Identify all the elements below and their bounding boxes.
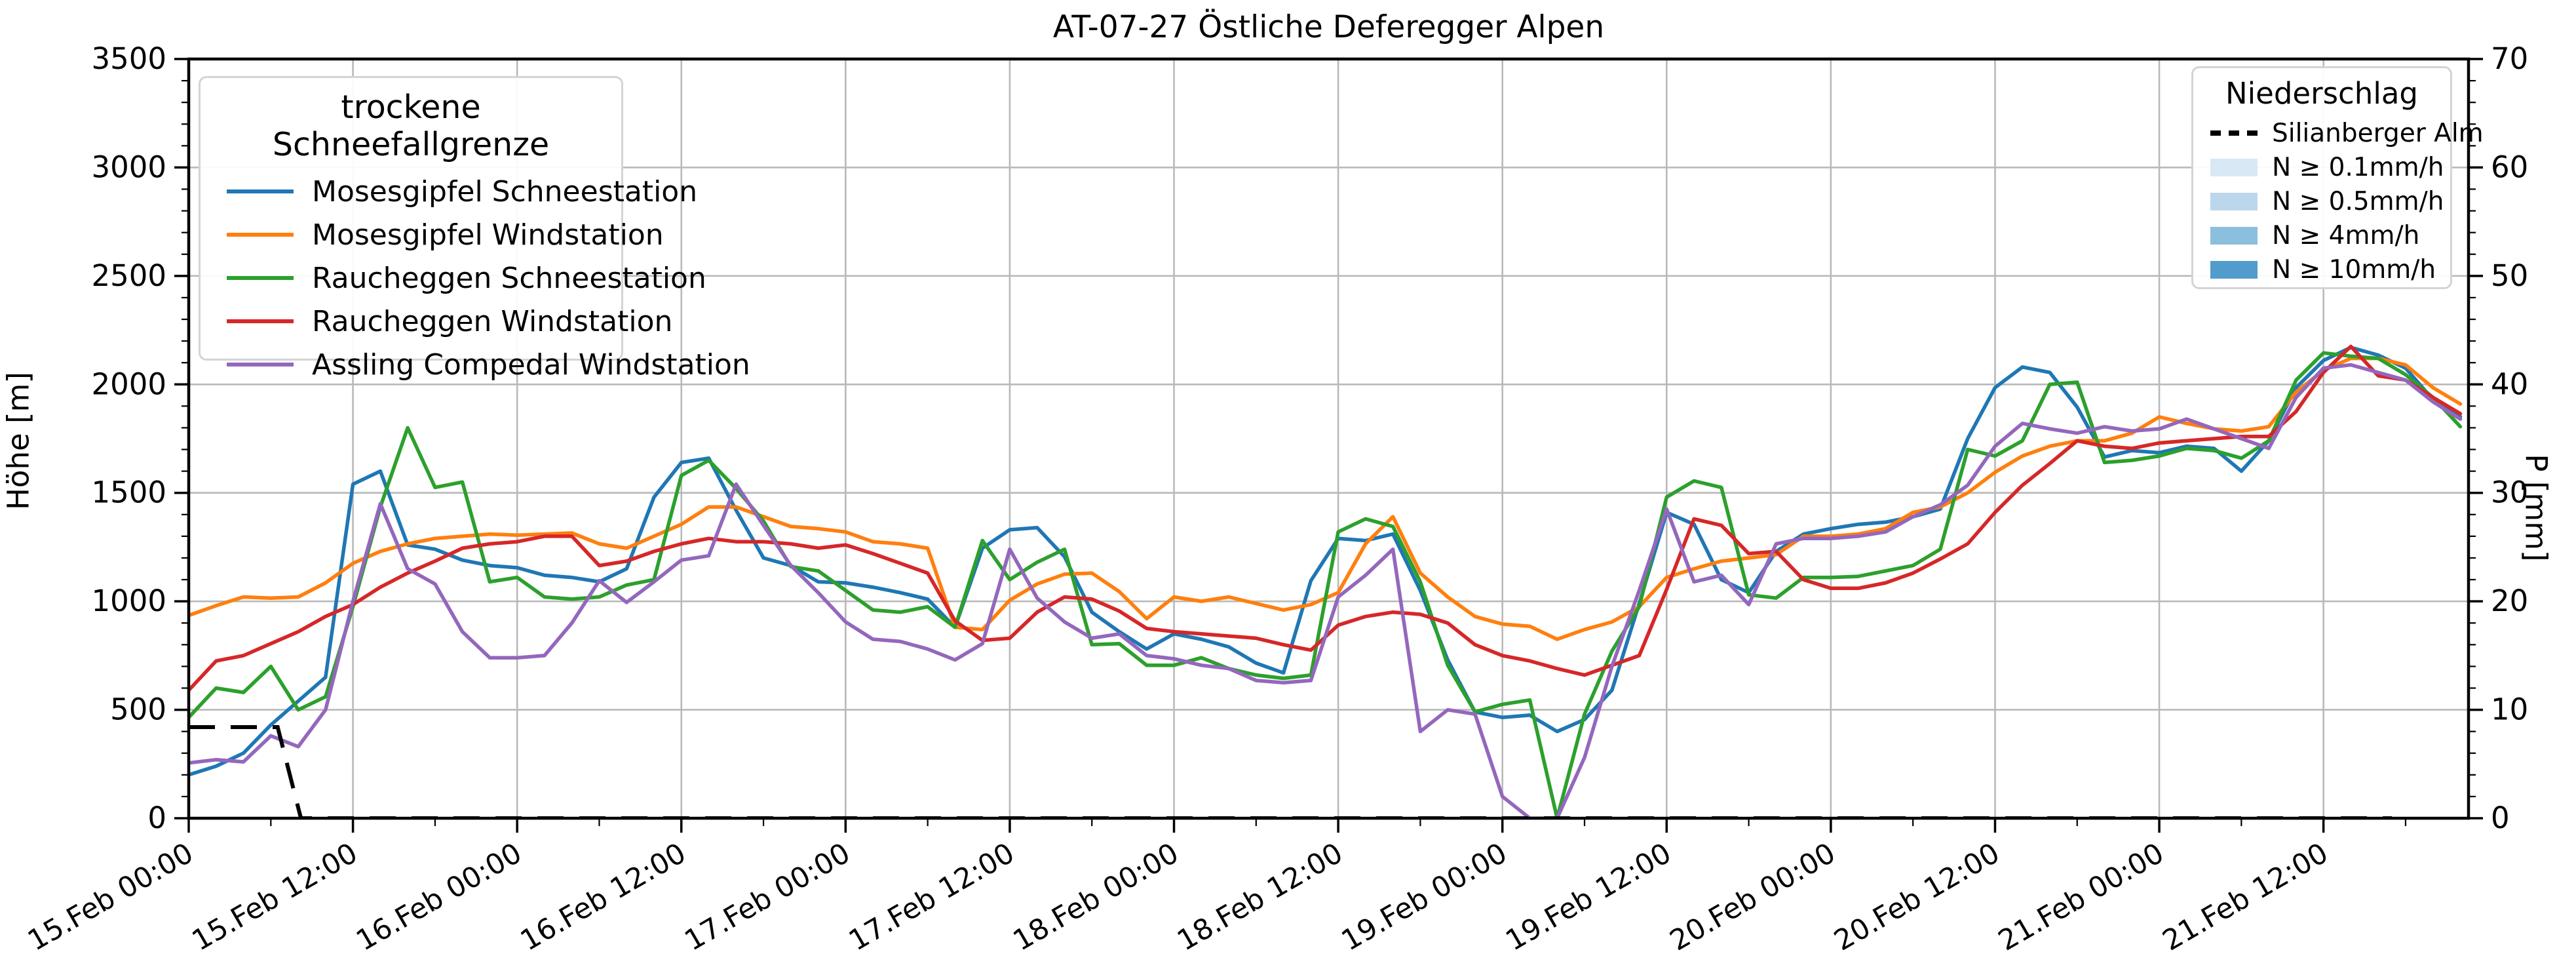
x-tick-label: 19.Feb 00:00 <box>1336 837 1512 957</box>
dashed-line-silianberger-alm <box>189 725 2393 818</box>
legend-item-label: Mosesgipfel Windstation <box>312 218 664 252</box>
legend-item: Mosesgipfel Windstation <box>212 213 664 256</box>
legend-item-label: Raucheggen Schneestation <box>312 261 706 295</box>
legend-item-label: N ≥ 4mm/h <box>2272 220 2420 250</box>
legend-color-patch <box>2210 260 2258 279</box>
x-tick-label: 17.Feb 12:00 <box>843 837 1020 957</box>
legend-dashed-line-sample <box>2210 130 2258 136</box>
legend-schneefallgrenze-title: trockene Schneefallgrenze <box>272 89 550 163</box>
legend-item: Raucheggen Schneestation <box>212 256 706 300</box>
y-left-tick-label: 1500 <box>91 475 166 510</box>
legend-line-sample <box>227 233 294 237</box>
x-tick-label: 16.Feb 00:00 <box>351 837 527 957</box>
x-tick-label: 18.Feb 00:00 <box>1008 837 1184 957</box>
y-left-tick-label: 2000 <box>91 367 166 401</box>
legend-item: Assling Compedal Windstation <box>212 343 750 386</box>
legend-item-label: Assling Compedal Windstation <box>312 347 750 382</box>
y-right-tick-label: 60 <box>2491 149 2528 184</box>
legend-item: N ≥ 0.1mm/h <box>2202 150 2444 184</box>
legend-item-label: N ≥ 0.5mm/h <box>2272 186 2444 216</box>
series-line-assling-compedal-windstation <box>189 363 2463 818</box>
x-tick-label: 19.Feb 12:00 <box>1500 837 1676 957</box>
legend-line-sample <box>227 319 294 323</box>
x-tick-label: 16.Feb 12:00 <box>515 837 691 957</box>
legend-line-sample <box>227 276 294 280</box>
y-right-tick-label: 10 <box>2491 692 2528 727</box>
legend-color-patch <box>2210 226 2258 245</box>
legend-item-label: Mosesgipfel Schneestation <box>312 174 698 208</box>
y-right-tick-label: 0 <box>2491 801 2510 835</box>
legend-item-label: Raucheggen Windstation <box>312 304 673 338</box>
legend-item: N ≥ 0.5mm/h <box>2202 184 2444 218</box>
legend-color-patch <box>2210 158 2258 176</box>
legend-niederschlag-title: Niederschlag <box>2225 76 2418 111</box>
y-left-tick-label: 0 <box>147 801 166 835</box>
y-right-tick-label: 70 <box>2491 41 2528 76</box>
legend-color-patch <box>2210 192 2258 210</box>
axes-spines <box>187 57 2470 820</box>
legend-item: N ≥ 4mm/h <box>2202 218 2441 252</box>
y-left-tick-label: 2500 <box>91 258 166 293</box>
x-tick-label: 17.Feb 00:00 <box>680 837 856 957</box>
x-tick-label: 20.Feb 12:00 <box>1829 837 2005 957</box>
legend-line-sample <box>227 189 294 193</box>
chart-title: AT-07-27 Östliche Deferegger Alpen <box>1052 9 1605 45</box>
y-right-tick-label: 40 <box>2491 367 2528 401</box>
y-right-tick-label: 50 <box>2491 258 2528 293</box>
legend-item: Silianberger Alm <box>2202 116 2484 150</box>
legend-item: N ≥ 10mm/h <box>2202 252 2441 287</box>
legend-item-label: Silianberger Alm <box>2272 118 2484 148</box>
y-left-tick-label: 3000 <box>91 149 166 184</box>
x-tick-label: 20.Feb 00:00 <box>1664 837 1841 957</box>
x-tick-label: 18.Feb 12:00 <box>1172 837 1348 957</box>
legend-line-sample <box>227 363 294 367</box>
series-line-mosesgipfel-schneestation <box>189 346 2463 777</box>
x-tick-label: 21.Feb 00:00 <box>1993 837 2169 957</box>
legend-item-label: N ≥ 0.1mm/h <box>2272 152 2444 182</box>
x-tick-label: 15.Feb 12:00 <box>187 837 363 957</box>
y-right-tick-label: 30 <box>2491 475 2528 510</box>
legend-niederschlag: Niederschlag Silianberger Alm N ≥ 0.1mm/h… <box>2191 66 2484 289</box>
y-left-tick-label: 500 <box>110 692 166 727</box>
series-line-raucheggen-schneestation <box>189 351 2463 818</box>
legend-item: Raucheggen Windstation <box>212 300 672 343</box>
legend-schneefallgrenze: trockene Schneefallgrenze Mosesgipfel Sc… <box>199 76 750 382</box>
y-left-tick-label: 1000 <box>91 584 166 618</box>
x-tick-label: 21.Feb 12:00 <box>2157 837 2334 957</box>
y-right-tick-label: 20 <box>2491 584 2528 618</box>
y-left-tick-label: 3500 <box>91 41 166 76</box>
legend-item: Mosesgipfel Schneestation <box>212 170 697 213</box>
x-tick-label: 15.Feb 00:00 <box>22 837 199 957</box>
legend-item-label: N ≥ 10mm/h <box>2272 254 2436 285</box>
